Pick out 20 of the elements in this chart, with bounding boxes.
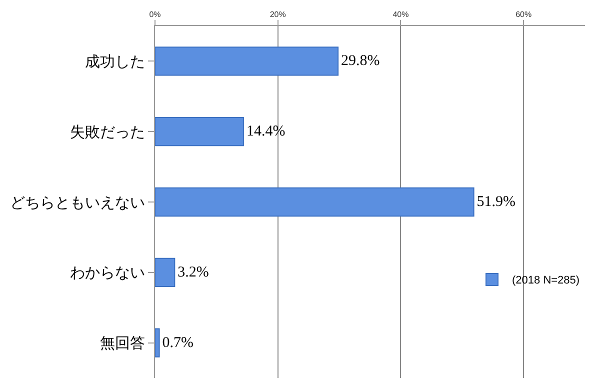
data-label: 3.2% [178, 264, 209, 280]
data-label: 29.8% [341, 53, 380, 70]
x-tick-label: 0% [149, 10, 161, 19]
legend-label: (2018 N=285) [512, 274, 580, 287]
x-tick-label: 60% [516, 10, 532, 19]
bar [155, 187, 474, 217]
bar [155, 117, 244, 146]
y-tick-label: 成功した [85, 52, 145, 70]
bar [155, 258, 176, 287]
x-tick-label: 40% [392, 10, 409, 19]
y-tick-label: わからない [70, 264, 145, 282]
data-label: 0.7% [162, 334, 194, 351]
data-label: 51.9% [476, 194, 516, 210]
data-label: 14.4% [246, 124, 286, 140]
y-tick-label: どちらともいえない [10, 193, 145, 212]
x-tick-label: 20% [270, 10, 286, 19]
y-tick-label: 無回答 [100, 334, 145, 352]
bar [155, 46, 339, 76]
y-tick-label: 失敗だった [70, 122, 145, 141]
bar [155, 328, 160, 358]
